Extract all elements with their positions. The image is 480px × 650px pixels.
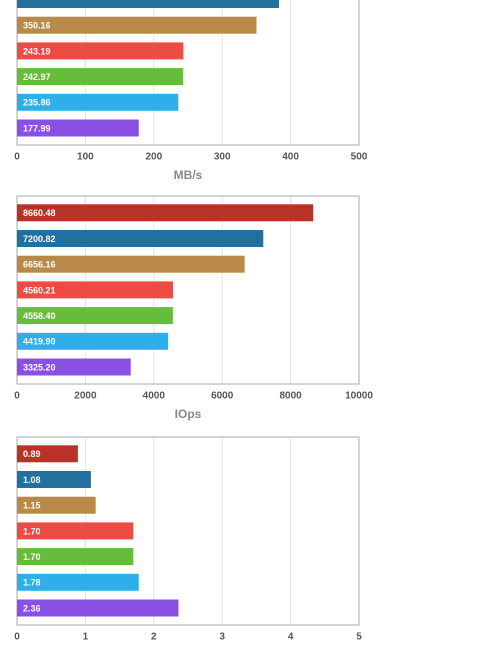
value-label: 1.70 [23, 526, 41, 536]
bar [17, 281, 173, 299]
bar [17, 496, 96, 514]
bar [17, 93, 179, 111]
x-tick-label: 400 [282, 152, 299, 163]
x-tick-label: 4000 [143, 391, 166, 402]
bar [17, 16, 257, 34]
bar [17, 599, 179, 617]
value-label: 242.97 [23, 72, 51, 82]
value-label: 1.08 [23, 475, 41, 485]
value-label: 235.86 [23, 98, 51, 108]
x-tick-label: 0 [14, 152, 20, 163]
value-label: 8660.48 [23, 208, 56, 218]
bar [17, 471, 91, 488]
bar [17, 548, 134, 566]
x-tick-label: 8000 [279, 391, 302, 402]
value-label: 243.19 [23, 46, 51, 56]
x-axis-title: MB/s [174, 168, 203, 182]
bar [17, 68, 184, 86]
x-tick-label: 0 [14, 391, 20, 402]
x-tick-label: 100 [77, 152, 94, 163]
x-tick-label: 10000 [345, 391, 373, 402]
x-tick-label: 3 [219, 632, 225, 643]
value-label: 3325.20 [23, 362, 56, 372]
bar [17, 204, 314, 222]
bar [17, 573, 139, 591]
value-label: 4560.21 [23, 285, 56, 295]
value-label: 1.78 [23, 578, 41, 588]
bar [17, 307, 173, 325]
x-tick-label: 2 [151, 632, 157, 643]
value-label: 350.16 [23, 21, 51, 31]
value-label: 1.70 [23, 552, 41, 562]
value-label: 177.99 [23, 123, 51, 133]
bar [17, 255, 245, 273]
bar [17, 42, 184, 60]
bar [17, 119, 139, 137]
x-tick-label: 4 [288, 632, 294, 643]
value-label: 4419.90 [23, 337, 56, 347]
value-label: 2.36 [23, 603, 41, 613]
x-tick-label: 1 [83, 632, 89, 643]
x-tick-label: 500 [351, 152, 368, 163]
bar [17, 230, 264, 247]
bar [17, 522, 134, 540]
x-tick-label: 200 [145, 152, 162, 163]
bar [17, 358, 131, 376]
bar [17, 445, 78, 463]
value-label: 0.89 [23, 449, 41, 459]
bar [17, 332, 169, 350]
x-tick-label: 6000 [211, 391, 234, 402]
value-label: 4558.40 [23, 311, 56, 321]
x-axis-title: IOps [175, 407, 202, 421]
x-tick-label: 2000 [74, 391, 97, 402]
x-tick-label: 5 [356, 632, 362, 643]
value-label: 6656.16 [23, 260, 56, 270]
x-tick-label: 0 [14, 632, 20, 643]
x-tick-label: 300 [214, 152, 231, 163]
bar [17, 0, 279, 8]
value-label: 7200.82 [23, 234, 56, 244]
value-label: 1.15 [23, 501, 41, 511]
